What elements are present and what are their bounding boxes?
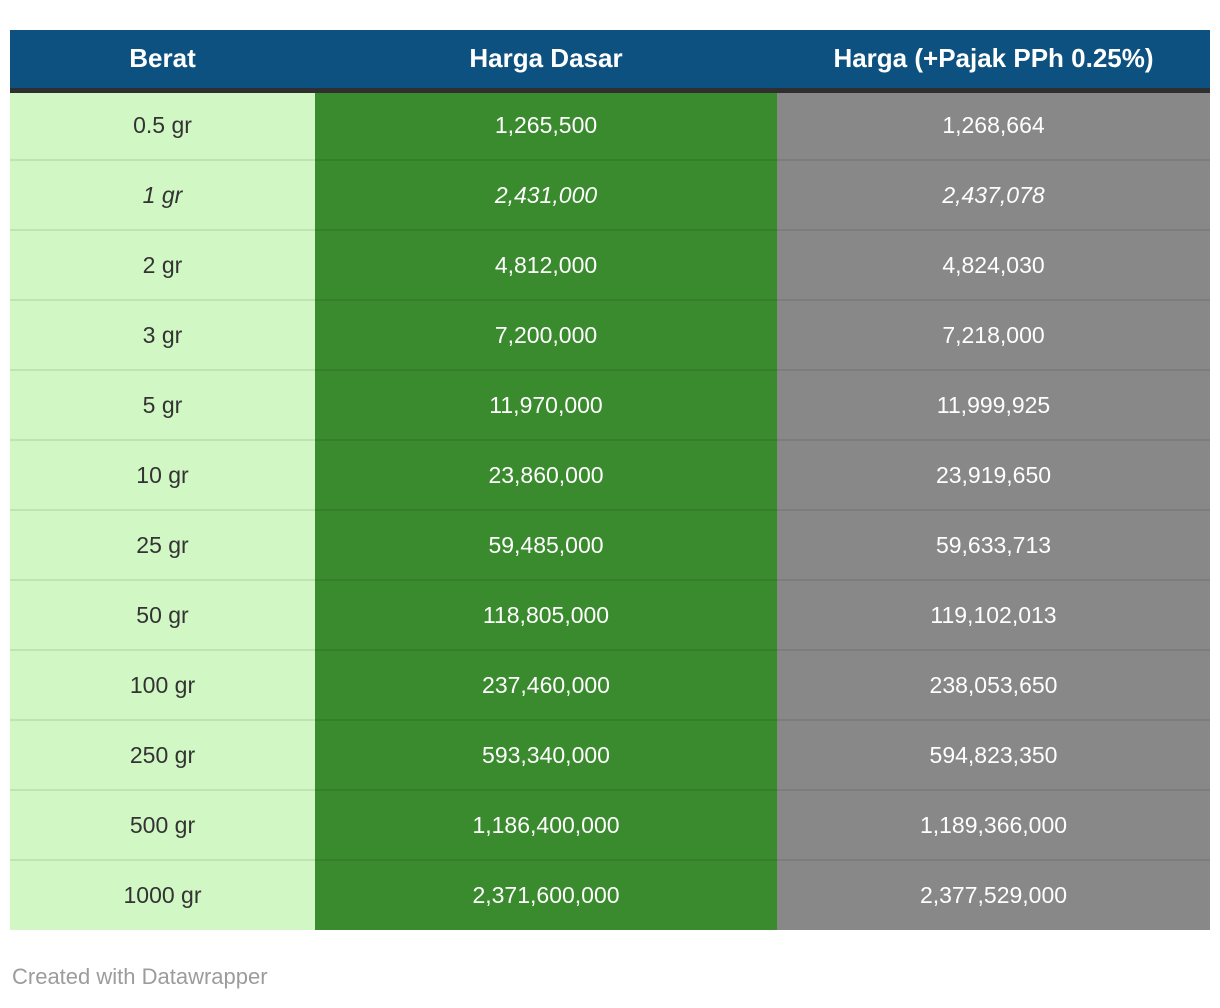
table-row: 3 gr 7,200,000 7,218,000 xyxy=(10,299,1210,370)
harga-dasar-cell: 237,460,000 xyxy=(315,649,777,720)
harga-pajak-cell: 594,823,350 xyxy=(777,719,1210,790)
harga-dasar-cell: 118,805,000 xyxy=(315,579,777,650)
harga-pajak-cell: 2,437,078 xyxy=(777,159,1210,230)
harga-pajak-cell: 1,189,366,000 xyxy=(777,789,1210,860)
berat-cell: 50 gr xyxy=(10,579,315,650)
berat-cell: 1000 gr xyxy=(10,859,315,930)
harga-pajak-cell: 59,633,713 xyxy=(777,509,1210,580)
table-header-row: Berat Harga Dasar Harga (+Pajak PPh 0.25… xyxy=(10,30,1210,93)
table-row: 5 gr 11,970,000 11,999,925 xyxy=(10,369,1210,440)
table-row: 2 gr 4,812,000 4,824,030 xyxy=(10,229,1210,300)
harga-pajak-cell: 238,053,650 xyxy=(777,649,1210,720)
harga-pajak-cell: 7,218,000 xyxy=(777,299,1210,370)
berat-cell: 250 gr xyxy=(10,719,315,790)
harga-dasar-cell: 11,970,000 xyxy=(315,369,777,440)
berat-cell: 3 gr xyxy=(10,299,315,370)
berat-cell: 0.5 gr xyxy=(10,90,315,160)
harga-dasar-cell: 4,812,000 xyxy=(315,229,777,300)
harga-pajak-cell: 23,919,650 xyxy=(777,439,1210,510)
table-row: 10 gr 23,860,000 23,919,650 xyxy=(10,439,1210,510)
harga-dasar-cell: 1,186,400,000 xyxy=(315,789,777,860)
table-row: 250 gr 593,340,000 594,823,350 xyxy=(10,719,1210,790)
harga-dasar-cell: 2,431,000 xyxy=(315,159,777,230)
harga-dasar-cell: 59,485,000 xyxy=(315,509,777,580)
berat-cell: 2 gr xyxy=(10,229,315,300)
column-header-harga-pajak: Harga (+Pajak PPh 0.25%) xyxy=(777,30,1210,93)
table-row: 50 gr 118,805,000 119,102,013 xyxy=(10,579,1210,650)
harga-dasar-cell: 2,371,600,000 xyxy=(315,859,777,930)
gold-price-table: Berat Harga Dasar Harga (+Pajak PPh 0.25… xyxy=(10,30,1210,930)
harga-dasar-cell: 7,200,000 xyxy=(315,299,777,370)
table-row: 0.5 gr 1,265,500 1,268,664 xyxy=(10,90,1210,160)
harga-dasar-cell: 23,860,000 xyxy=(315,439,777,510)
column-header-berat: Berat xyxy=(10,30,315,93)
table-row: 500 gr 1,186,400,000 1,189,366,000 xyxy=(10,789,1210,860)
harga-pajak-cell: 2,377,529,000 xyxy=(777,859,1210,930)
harga-pajak-cell: 11,999,925 xyxy=(777,369,1210,440)
table-row: 1 gr 2,431,000 2,437,078 xyxy=(10,159,1210,230)
table-row: 1000 gr 2,371,600,000 2,377,529,000 xyxy=(10,859,1210,930)
berat-cell: 500 gr xyxy=(10,789,315,860)
harga-pajak-cell: 1,268,664 xyxy=(777,90,1210,160)
berat-cell: 1 gr xyxy=(10,159,315,230)
berat-cell: 100 gr xyxy=(10,649,315,720)
harga-pajak-cell: 119,102,013 xyxy=(777,579,1210,650)
harga-dasar-cell: 1,265,500 xyxy=(315,90,777,160)
harga-pajak-cell: 4,824,030 xyxy=(777,229,1210,300)
datawrapper-attribution-link[interactable]: Created with Datawrapper xyxy=(12,964,268,989)
column-header-harga-dasar: Harga Dasar xyxy=(315,30,777,93)
table-row: 100 gr 237,460,000 238,053,650 xyxy=(10,649,1210,720)
table-row: 25 gr 59,485,000 59,633,713 xyxy=(10,509,1210,580)
berat-cell: 5 gr xyxy=(10,369,315,440)
harga-dasar-cell: 593,340,000 xyxy=(315,719,777,790)
berat-cell: 25 gr xyxy=(10,509,315,580)
berat-cell: 10 gr xyxy=(10,439,315,510)
